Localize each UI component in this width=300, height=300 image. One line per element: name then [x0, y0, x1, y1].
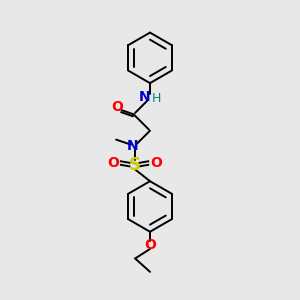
Text: O: O: [144, 238, 156, 251]
Text: O: O: [111, 100, 123, 115]
Text: O: O: [150, 156, 162, 170]
Text: H: H: [152, 92, 161, 105]
Text: N: N: [139, 90, 151, 104]
Text: N: N: [127, 139, 139, 152]
Text: O: O: [107, 156, 119, 170]
Text: S: S: [128, 156, 140, 174]
